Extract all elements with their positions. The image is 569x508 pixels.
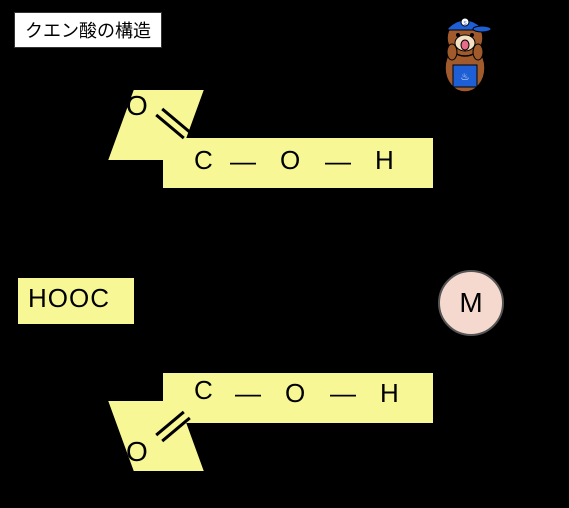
- atom-left-hooc: HOOC: [28, 283, 110, 314]
- bond-top-o-h: —: [325, 146, 357, 177]
- atom-bottom-o-single: O: [285, 378, 305, 409]
- atom-bottom-h: H: [380, 378, 399, 409]
- mascot-icon: S ♨: [430, 10, 500, 100]
- metal-label: M: [459, 287, 482, 319]
- bond-bottom-c-o: —: [235, 378, 267, 409]
- atom-bottom-c: C: [194, 375, 213, 406]
- atom-bottom-o-double: O: [126, 436, 148, 468]
- atom-top-c: C: [194, 145, 213, 176]
- atom-top-o-single: O: [280, 145, 300, 176]
- title-text: クエン酸の構造: [25, 21, 151, 41]
- title-box: クエン酸の構造: [14, 12, 162, 48]
- metal-circle: M: [438, 270, 504, 336]
- svg-text:♨: ♨: [461, 72, 470, 83]
- bond-top-c-o: —: [230, 146, 262, 177]
- bond-bottom-o-h: —: [330, 378, 362, 409]
- atom-top-o-double: O: [126, 90, 148, 122]
- atom-top-h: H: [375, 145, 394, 176]
